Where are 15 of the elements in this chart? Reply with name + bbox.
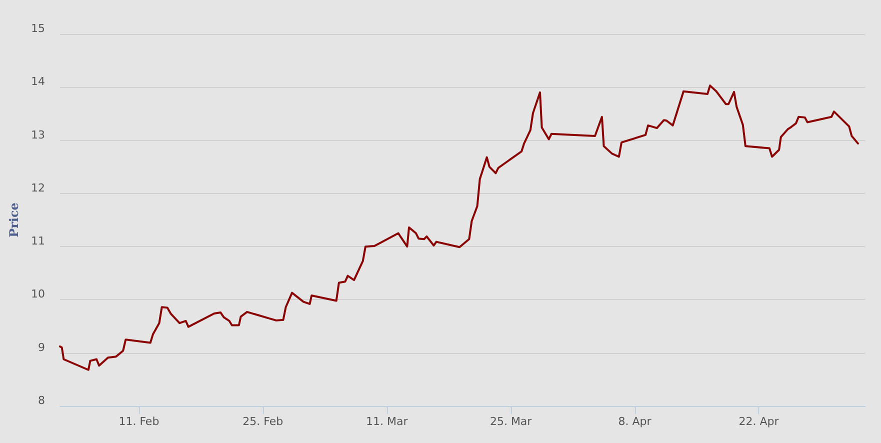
x-tick-label: 11. Mar xyxy=(366,415,408,428)
y-tick-label: 14 xyxy=(31,75,45,88)
y-tick-label: 9 xyxy=(38,340,45,354)
x-tick-label: 25. Mar xyxy=(490,415,532,428)
x-tick-label: 11. Feb xyxy=(118,415,160,428)
y-tick-label: 10 xyxy=(31,288,45,301)
y-axis-title: Price xyxy=(7,202,22,238)
y-tick-label: 11 xyxy=(31,234,45,248)
y-tick-label: 12 xyxy=(31,181,45,194)
y-tick-label: 15 xyxy=(31,22,45,35)
y-tick-label: 13 xyxy=(31,128,45,142)
x-tick-label: 25. Feb xyxy=(242,415,284,428)
x-tick-label: 8. Apr xyxy=(618,415,652,428)
y-tick-label: 8 xyxy=(38,394,45,407)
x-tick-label: 22. Apr xyxy=(738,415,780,428)
